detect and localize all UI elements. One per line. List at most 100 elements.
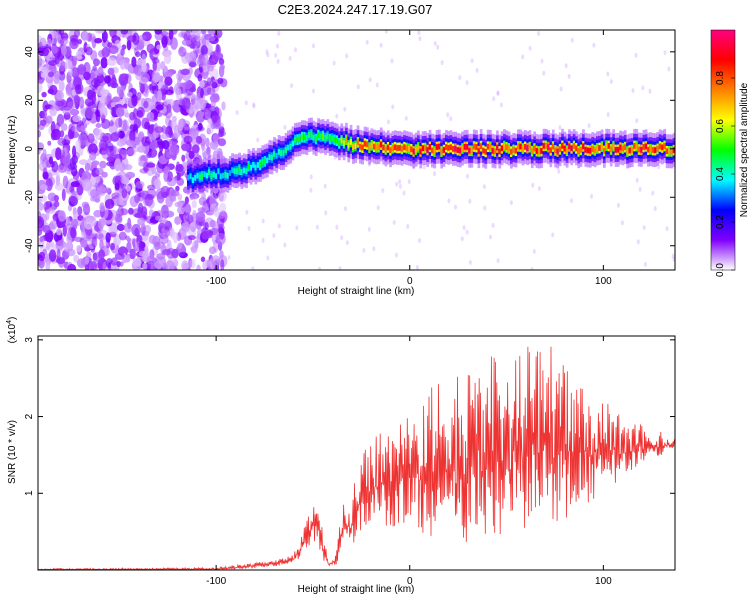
spectrogram-ridge-cell: [640, 147, 643, 153]
spectrogram-faint-cell: [392, 220, 396, 225]
spectrogram-noise-cell: [86, 63, 91, 73]
spectrogram-noise-cell: [94, 128, 103, 141]
spectrogram-faint-cell: [592, 42, 596, 48]
spectrogram-noise-cell: [174, 216, 182, 225]
spectrogram-ridge-cell: [398, 145, 402, 151]
spectrogram-noise-cell: [108, 45, 119, 55]
spectrogram-ridge-cell: [342, 140, 346, 147]
spectrogram-ridge-cell: [551, 143, 555, 150]
spectrogram-noise-cell: [53, 200, 60, 208]
spectrogram-noise-cell: [72, 115, 82, 123]
spectrogram-ridge-cell: [335, 137, 339, 144]
spectrogram-noise-cell: [164, 76, 173, 86]
spectrogram-noise-cell: [89, 152, 97, 161]
spectrogram-faint-cell: [635, 118, 639, 124]
spectrogram-noise-cell: [200, 256, 206, 263]
spectrogram-faint-cell: [462, 225, 466, 231]
spectrogram-faint-cell: [288, 55, 292, 61]
spectrogram-noise-cell: [156, 44, 162, 50]
spectrogram-noise-cell: [165, 115, 171, 127]
snr-y-tick-label: 2: [24, 413, 35, 419]
spectrogram-ridge-cell: [310, 131, 313, 138]
spectrogram-noise-cell: [197, 207, 206, 213]
spectrogram-ridge-cell: [375, 144, 378, 151]
spectrogram-noise-cell: [184, 213, 190, 222]
spectrogram-noise-cell: [38, 142, 45, 152]
spectrogram-ridge-cell: [482, 147, 485, 154]
spectrogram-noise-cell: [45, 261, 51, 270]
spectrogram-noise-cell: [187, 214, 194, 224]
spectrogram-ridge-cell: [254, 164, 258, 171]
spectrogram-noise-cell: [202, 64, 209, 73]
spectrogram-noise-cell: [211, 51, 220, 63]
spectrogram-y-tick-label: 0: [24, 146, 35, 152]
spectrogram-noise-cell: [205, 137, 210, 148]
spectrogram-ridge-cell: [542, 142, 546, 149]
spectrogram-faint-cell: [521, 54, 525, 60]
spectrogram-noise-cell: [96, 73, 105, 84]
spectrogram-noise-cell: [183, 33, 188, 41]
spectrogram-noise-cell: [178, 46, 187, 57]
spectrogram-noise-cell: [78, 159, 89, 166]
spectrogram-noise-cell: [155, 187, 166, 200]
spectrogram-ridge-cell: [410, 146, 413, 153]
spectrogram-faint-cell: [651, 190, 655, 196]
spectrogram-ridge-cell: [384, 146, 388, 153]
spectrogram-noise-cell: [91, 160, 100, 166]
spectrogram-noise-cell: [150, 262, 155, 270]
spectrogram-noise-cell: [217, 226, 224, 232]
spectrogram-noise-cell: [76, 244, 82, 253]
spectrogram-noise-cell: [71, 55, 78, 67]
spectrogram-faint-cell: [551, 232, 555, 238]
spectrogram-noise-cell: [125, 171, 136, 179]
snr-x-tick-label: 0: [407, 576, 413, 587]
spectrogram-noise-cell: [41, 91, 47, 98]
spectrogram-noise-cell: [114, 213, 123, 225]
spectrogram-noise-cell: [177, 76, 182, 88]
spectrogram-ridge-cell: [312, 134, 316, 141]
spectrogram-noise-cell: [164, 229, 171, 237]
spectrogram-noise-cell: [105, 232, 111, 243]
spectrogram-noise-cell: [119, 58, 126, 70]
spectrogram-noise-cell: [148, 209, 154, 217]
spectrogram-faint-cell: [362, 248, 366, 253]
spectrogram-noise-cell: [114, 197, 124, 206]
spectrogram-noise-cell: [95, 123, 102, 128]
spectrogram-noise-cell: [104, 198, 115, 210]
spectrogram-ridge-cell: [187, 174, 190, 181]
spectrogram-faint-cell: [390, 58, 394, 64]
spectrogram-noise-cell: [84, 218, 94, 230]
spectrogram-noise-cell: [150, 99, 156, 110]
spectrogram-ridge-cell: [454, 145, 457, 152]
spectrogram-noise-cell: [41, 47, 50, 57]
spectrogram-noise-cell: [62, 175, 69, 189]
spectrogram-ridge-cell: [231, 167, 234, 174]
spectrogram-ridge-cell: [252, 162, 255, 168]
spectrogram-noise-cell: [168, 30, 173, 40]
spectrogram-faint-cell: [606, 112, 610, 118]
spectrogram-ridge-cell: [393, 144, 397, 151]
snr-x-label: Height of straight line (km): [298, 584, 415, 595]
spectrogram-noise-cell: [199, 66, 204, 73]
spectrogram-noise-cell: [50, 121, 56, 134]
spectrogram-y-tick-label: 20: [24, 94, 35, 106]
spectrogram-faint-cell: [590, 193, 593, 199]
colorbar-tick-label: 0.2: [715, 215, 726, 229]
spectrogram-noise-cell: [77, 258, 86, 269]
spectrogram-ridge-cell: [405, 145, 409, 151]
spectrogram-noise-cell: [71, 126, 81, 132]
spectrogram-noise-cell: [42, 225, 51, 234]
spectrogram-ridge-cell: [458, 147, 462, 154]
spectrogram-noise-cell: [164, 53, 172, 65]
spectrogram-noise-cell: [47, 140, 52, 146]
spectrogram-ridge-cell: [547, 144, 550, 150]
spectrogram-ridge-cell: [442, 147, 446, 153]
spectrogram-y-tick-label: -20: [24, 190, 35, 205]
spectrogram-noise-cell: [146, 255, 157, 265]
spectrogram-ridge-cell: [524, 144, 527, 150]
spectrogram-noise-cell: [99, 202, 105, 212]
spectrogram-noise-cell: [60, 60, 66, 72]
spectrogram-faint-cell: [558, 125, 562, 131]
spectrogram-noise-cell: [38, 82, 43, 93]
spectrogram-faint-cell: [276, 43, 279, 49]
